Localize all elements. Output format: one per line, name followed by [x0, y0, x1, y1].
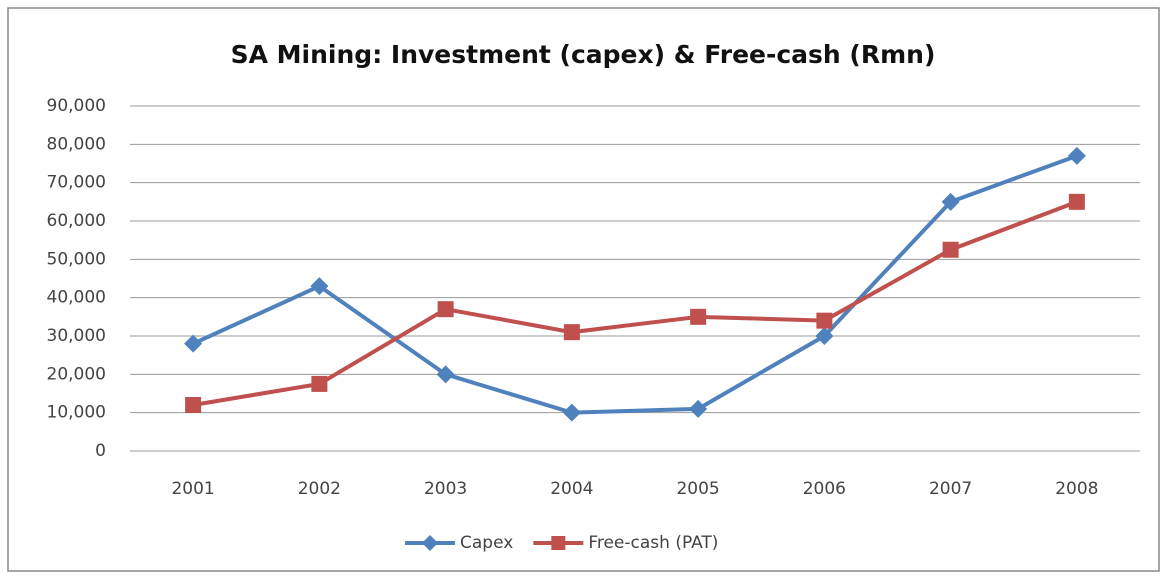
- y-tick-label: 0: [95, 441, 106, 461]
- x-tick-label: 2002: [298, 479, 341, 499]
- marker: [690, 308, 707, 325]
- x-tick-label: 2006: [803, 479, 846, 499]
- legend-label: Free-cash (PAT): [588, 533, 718, 553]
- y-tick-label: 20,000: [47, 364, 106, 384]
- marker: [184, 334, 203, 353]
- marker: [422, 535, 438, 551]
- marker: [551, 536, 566, 550]
- x-tick-label: 2005: [676, 479, 719, 499]
- marker: [563, 324, 580, 341]
- marker: [437, 301, 454, 318]
- marker: [311, 375, 328, 392]
- series-line: [192, 153, 1078, 415]
- marker: [815, 327, 834, 345]
- y-tick-label: 10,000: [47, 403, 106, 423]
- y-tick-label: 70,000: [47, 173, 106, 193]
- y-tick-label: 90,000: [47, 96, 106, 116]
- marker: [816, 312, 833, 329]
- x-tick-label: 2001: [171, 479, 214, 499]
- marker: [942, 241, 959, 258]
- marker: [941, 192, 960, 211]
- x-tick-label: 2008: [1055, 479, 1098, 499]
- x-tick-label: 2004: [550, 479, 593, 499]
- marker: [185, 397, 202, 413]
- marker: [562, 403, 581, 422]
- y-tick-label: 50,000: [47, 249, 106, 269]
- y-tick-label: 60,000: [47, 211, 106, 231]
- chart-title: SA Mining: Investment (capex) & Free-cas…: [231, 40, 936, 69]
- chart-frame: [7, 7, 1160, 572]
- legend-label: Capex: [460, 533, 513, 553]
- marker: [689, 399, 708, 418]
- x-tick-label: 2007: [929, 479, 972, 499]
- series-line: [192, 199, 1078, 407]
- marker: [310, 277, 329, 296]
- marker: [1068, 193, 1085, 210]
- y-tick-label: 80,000: [47, 134, 106, 154]
- y-tick-label: 40,000: [47, 288, 106, 308]
- marker: [436, 365, 455, 384]
- y-tick-label: 30,000: [47, 326, 106, 346]
- x-tick-label: 2003: [424, 479, 467, 499]
- marker: [1067, 146, 1086, 165]
